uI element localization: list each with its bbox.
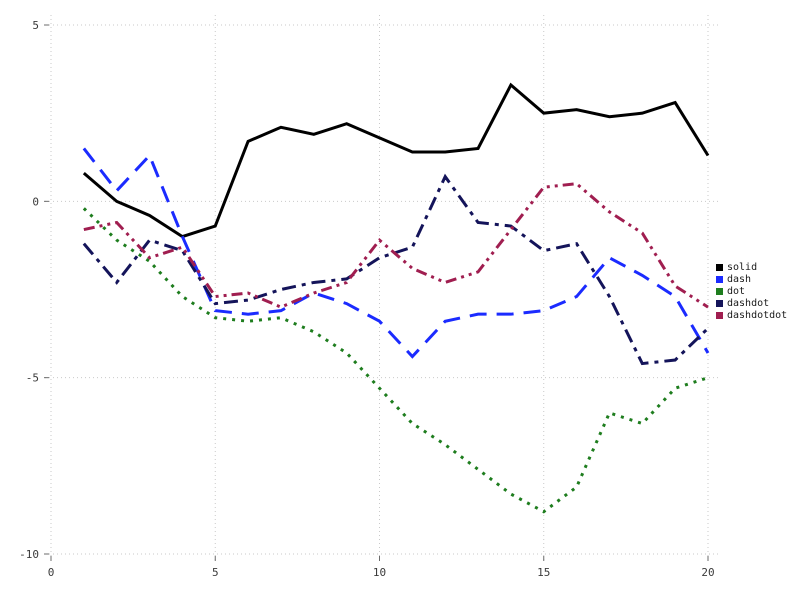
y-tick-label: 0 xyxy=(32,195,39,208)
legend-label: dashdot xyxy=(727,298,770,309)
series-line-dashdot xyxy=(82,173,710,366)
legend-item-dashdotdot: dashdotdot xyxy=(716,310,787,321)
x-tick-label: 5 xyxy=(212,566,219,579)
legend-label: dashdotdot xyxy=(727,310,788,321)
x-tick-label: 0 xyxy=(48,566,55,579)
legend-item-dashdot: dashdot xyxy=(716,298,787,309)
legend-swatch-icon xyxy=(716,288,723,295)
y-tick-label: 5 xyxy=(32,19,39,32)
legend-label: solid xyxy=(727,262,758,273)
x-tick-label: 20 xyxy=(701,566,714,579)
series-line-dash xyxy=(82,147,710,359)
x-tick-label: 10 xyxy=(373,566,386,579)
y-tick-label: -10 xyxy=(19,548,39,561)
x-tick-label: 15 xyxy=(537,566,550,579)
series-line-solid xyxy=(82,82,710,239)
series-line-dot xyxy=(82,207,709,514)
legend-swatch-icon xyxy=(716,300,723,307)
legend-item-dash: dash xyxy=(716,274,787,285)
legend-label: dash xyxy=(727,274,752,285)
legend-swatch-icon xyxy=(716,264,723,271)
chart-legend: solid dash dot dashdot dashdotdot xyxy=(716,262,787,321)
legend-item-solid: solid xyxy=(716,262,787,273)
legend-label: dot xyxy=(727,286,746,297)
legend-swatch-icon xyxy=(716,312,723,319)
legend-swatch-icon xyxy=(716,276,723,283)
y-tick-label: -5 xyxy=(26,372,39,385)
legend-item-dot: dot xyxy=(716,286,787,297)
series-line-dashdotdot xyxy=(83,182,709,309)
